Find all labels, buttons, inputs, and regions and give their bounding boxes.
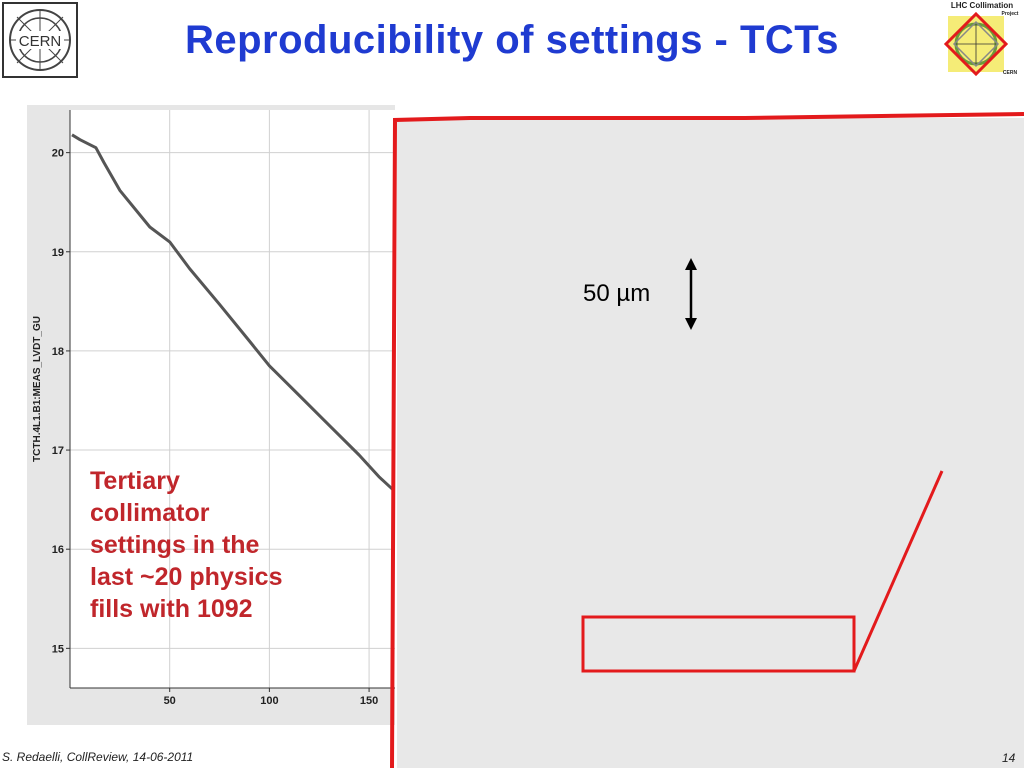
slide-title: Reproducibility of settings - TCTs	[184, 18, 840, 62]
cern-logo: CERN	[2, 2, 78, 78]
y-tick-label: 17	[52, 445, 64, 457]
annotation-line: last ~20 physics	[90, 563, 283, 591]
page-number: 14	[1002, 751, 1016, 765]
annotation-line: collimator	[90, 499, 210, 527]
highlight-box	[581, 615, 856, 673]
annotation-line: Tertiary	[90, 467, 180, 495]
svg-text:LHC Collimation: LHC Collimation	[951, 1, 1013, 10]
annotation-text: Tertiary collimator settings in the last…	[90, 465, 330, 625]
highlight-frame	[390, 112, 1024, 768]
svg-text:Project: Project	[1002, 11, 1019, 17]
highlight-pointer-line	[852, 470, 944, 672]
y-tick-label: 19	[52, 247, 64, 259]
hidden-plot-panel	[397, 118, 1024, 768]
scale-arrow-head-up	[685, 258, 697, 270]
cern-logo-text: CERN	[19, 33, 62, 50]
lhc-collimation-logo: LHC Collimation Project CERN	[943, 1, 1019, 77]
y-tick-label: 16	[52, 544, 64, 556]
plot-area	[70, 110, 395, 688]
annotation-line: settings in the	[90, 531, 260, 559]
annotation-line: fills with 1092	[90, 595, 253, 623]
footer-author: S. Redaelli, CollReview, 14-06-2011	[2, 750, 194, 764]
y-axis-label: TCTH.4L1.B1:MEAS_LVDT_GU	[32, 316, 43, 462]
svg-text:CERN: CERN	[1003, 70, 1018, 76]
x-tick-label: 50	[164, 695, 176, 707]
x-tick-label: 150	[360, 695, 378, 707]
y-tick-label: 15	[52, 643, 64, 655]
y-tick-label: 18	[52, 346, 64, 358]
scale-arrow-head-down	[685, 318, 697, 330]
y-tick-label: 20	[52, 148, 64, 160]
x-tick-label: 100	[260, 695, 278, 707]
chart-series-line	[71, 133, 395, 491]
scale-label: 50 µm	[583, 280, 651, 307]
